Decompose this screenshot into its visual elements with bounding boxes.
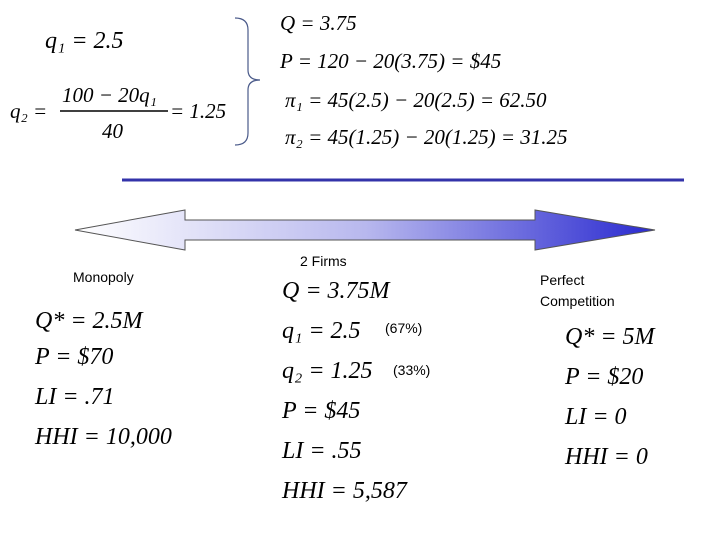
equation: = 1.25	[170, 99, 226, 123]
equation: Q = 3.75M	[282, 278, 392, 304]
equation: q₁ = 2.5	[45, 28, 124, 54]
equation: q₁ = 2.5	[282, 318, 361, 344]
equation: q₂ = 1.25	[282, 358, 373, 384]
equation: LI = 0	[564, 404, 627, 430]
equation: π₁ = 45(2.5) − 20(2.5) = 62.50	[285, 88, 547, 112]
equation: Q* = 2.5M	[35, 308, 145, 334]
double-arrow	[74, 209, 656, 251]
brace	[234, 17, 261, 146]
share: (67%)	[385, 320, 422, 336]
equation: LI = .55	[281, 438, 362, 464]
equation: Q* = 5M	[565, 324, 657, 350]
label: Monopoly	[73, 269, 134, 285]
equation: HHI = 0	[564, 444, 648, 470]
label: Competition	[540, 293, 615, 309]
share: (33%)	[393, 362, 430, 378]
numerator: 100 − 20q₁	[62, 83, 157, 107]
equation: π₂ = 45(1.25) − 20(1.25) = 31.25	[285, 125, 568, 149]
equation: LI = .71	[34, 384, 115, 410]
equation: HHI = 10,000	[34, 424, 172, 450]
equation: P = $20	[564, 364, 643, 390]
equation: P = $70	[34, 344, 113, 370]
equation: HHI = 5,587	[281, 478, 408, 504]
denominator: 40	[102, 119, 124, 143]
label: Perfect	[540, 272, 584, 288]
equation: Q = 3.75	[280, 11, 357, 35]
equation: P = 120 − 20(3.75) = $45	[279, 49, 501, 73]
equation: q₂ =	[10, 99, 47, 123]
equation: P = $45	[281, 398, 360, 424]
label: 2 Firms	[300, 253, 347, 269]
